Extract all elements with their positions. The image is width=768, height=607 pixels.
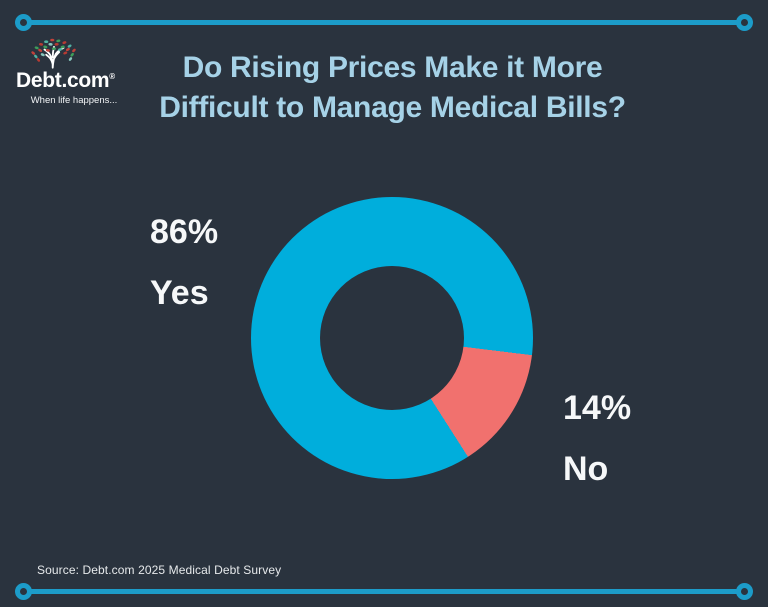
line-end-ring-icon [736,583,753,600]
no-percent-value: 14% [563,389,632,427]
logo-wordmark: Debt.com® [16,69,132,92]
logo-brand-name: Debt.com [16,69,110,92]
bottom-accent-line [15,583,753,600]
line-end-ring-icon [736,14,753,31]
no-category-label: No [563,450,609,488]
debtcom-logo: Debt.com® When life happens... [16,36,132,106]
chart-title-line1: Do Rising Prices Make it More [182,51,603,84]
donut-chart [251,197,533,479]
yes-category-label: Yes [150,274,209,312]
line-end-ring-icon [15,583,32,600]
yes-slice-label: 86% Yes [150,212,218,313]
no-slice-label: 14% No [563,388,631,489]
accent-bar [30,20,738,25]
chart-title: Do Rising Prices Make it More Difficult … [120,48,665,128]
line-end-ring-icon [15,14,32,31]
donut-hole [320,266,464,410]
source-note: Source: Debt.com 2025 Medical Debt Surve… [37,563,282,577]
registered-mark: ® [109,72,115,81]
yes-percent-value: 86% [150,213,219,251]
logo-tagline: When life happens... [30,95,118,107]
accent-bar [30,589,738,594]
logo-tree-icon [31,38,76,69]
top-accent-line [15,14,753,31]
chart-title-line2: Difficult to Manage Medical Bills? [159,91,626,124]
